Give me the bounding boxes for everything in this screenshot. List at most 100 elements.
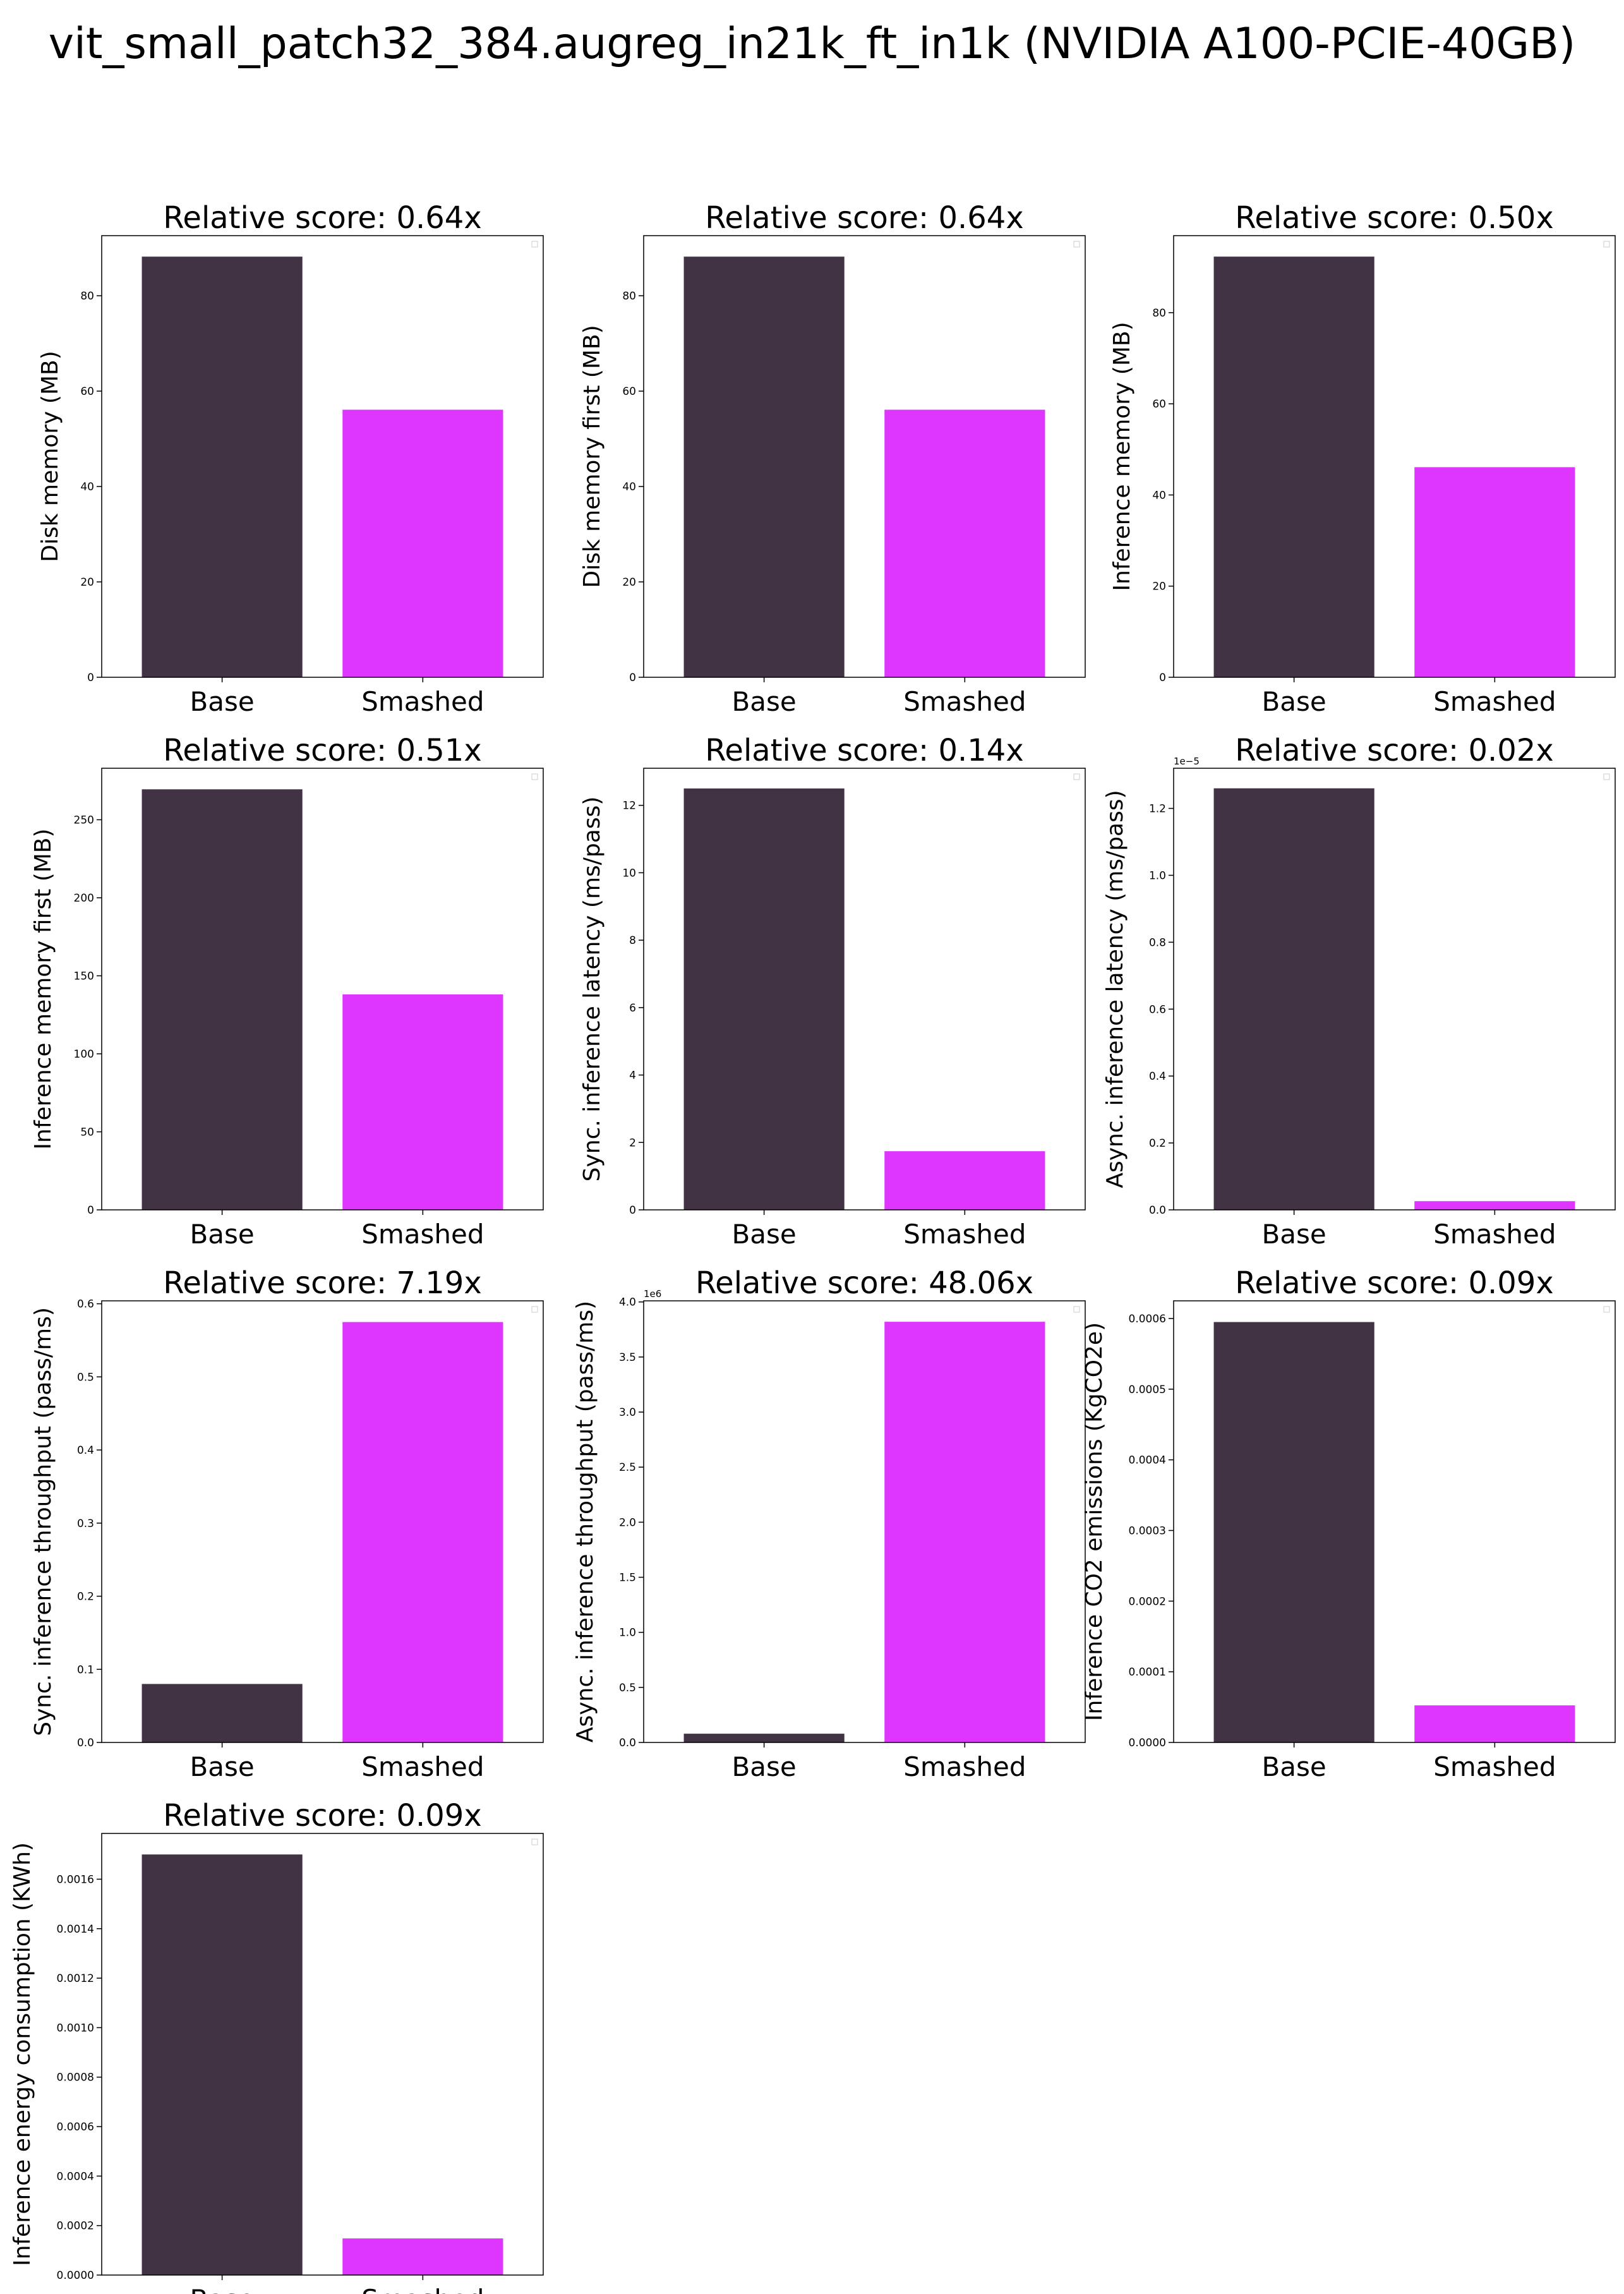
plot-frame	[101, 235, 544, 678]
y-axis-label: Async. inference latency (ms/pass)	[1102, 790, 1128, 1188]
legend-box	[531, 241, 538, 248]
y-tick-label: 0.3	[77, 1518, 94, 1530]
y-tick-label: 20	[80, 576, 94, 589]
y-tick-label: 0.0008	[57, 2072, 94, 2084]
figure-title: vit_small_patch32_384.augreg_in21k_ft_in…	[48, 19, 1576, 69]
y-tick-label: 200	[74, 892, 94, 905]
y-tick-label: 0	[87, 1204, 94, 1217]
chart-panel: Base Smashed 0.0000 0.0002 0.0004 0.0006 0.000…	[9, 1798, 544, 2294]
y-tick-label: 0.6	[1149, 1003, 1166, 1016]
chart-panel: Base Smashed 0 50 100 150 200 250 Relative score…	[30, 733, 544, 1250]
y-tick-label: 60	[80, 385, 94, 398]
chart-panel: Base Smashed 0.0 0.1 0.2 0.3 0.4 0.5 0.6 Relative…	[30, 1265, 544, 1782]
plot-frame	[1173, 235, 1616, 678]
chart-panel: Base Smashed 0 2 4 6 8 10 12 Relative score: 0.14…	[579, 733, 1086, 1250]
y-tick-label: 0.0003	[1129, 1524, 1166, 1537]
y-tick-label: 0.0005	[1129, 1384, 1166, 1396]
y-tick-label: 80	[622, 290, 636, 303]
y-tick-label: 1.0	[619, 1627, 636, 1639]
x-tick-label: Base	[189, 686, 254, 717]
bar-smashed	[342, 2238, 503, 2275]
y-tick-label: 0.0002	[57, 2220, 94, 2233]
y-tick-label: 60	[1152, 398, 1166, 411]
y-tick-label: 0.5	[619, 1682, 636, 1694]
y-tick-label: 0.1	[77, 1663, 94, 1676]
legend-box	[1603, 241, 1610, 248]
y-tick-label: 0.6	[77, 1298, 94, 1311]
legend-box	[531, 1838, 538, 1845]
y-tick-label: 0	[629, 1204, 636, 1217]
legend-box	[531, 773, 538, 780]
y-tick-label: 0.0016	[57, 1873, 94, 1886]
x-tick-label: Base	[189, 1219, 254, 1250]
y-tick-label: 40	[80, 481, 94, 493]
y-tick-label: 10	[622, 867, 636, 879]
y-tick-label: 1.0	[1149, 869, 1166, 882]
legend-box	[531, 1306, 538, 1313]
chart-title: Relative score: 0.14x	[705, 733, 1024, 768]
legend-box	[1603, 1306, 1610, 1313]
bar-base	[683, 788, 845, 1210]
y-offset-label: 1e−5	[1174, 756, 1200, 767]
x-tick-label: Smashed	[1433, 1751, 1556, 1782]
chart-panel: Base Smashed 0 20 40 60 80 Relative score: 0.64…	[579, 200, 1086, 717]
y-tick-label: 0	[1159, 672, 1166, 684]
x-tick-label: Smashed	[361, 2284, 484, 2294]
chart-panel: Base Smashed 0 20 40 60 80 Relative score: 0.50…	[1109, 200, 1616, 717]
y-tick-label: 20	[622, 576, 636, 589]
bar-base	[141, 789, 303, 1210]
y-tick-label: 0.0012	[57, 1972, 94, 1985]
plot-frame	[1173, 768, 1616, 1210]
y-tick-label: 0.8	[1149, 936, 1166, 949]
y-axis-label: Disk memory first (MB)	[579, 325, 605, 588]
plot-frame	[643, 235, 1086, 678]
x-tick-label: Smashed	[903, 686, 1026, 717]
x-tick-label: Base	[731, 1751, 796, 1782]
x-tick-label: Smashed	[903, 1751, 1026, 1782]
plot-frame	[643, 768, 1086, 1210]
y-tick-label: 0.0	[1149, 1204, 1166, 1217]
y-tick-label: 0.0014	[57, 1923, 94, 1936]
y-tick-label: 0	[87, 672, 94, 684]
y-tick-label: 150	[74, 970, 94, 983]
y-tick-label: 0.5	[77, 1371, 94, 1384]
y-tick-label: 0.0004	[1129, 1454, 1166, 1467]
x-tick-label: Smashed	[361, 686, 484, 717]
y-tick-label: 12	[622, 800, 636, 812]
bar-smashed	[884, 409, 1045, 677]
bar-base	[1213, 1322, 1374, 1742]
chart-title: Relative score: 0.02x	[1235, 733, 1554, 768]
y-axis-label: Inference memory (MB)	[1109, 322, 1135, 591]
chart-panel: Base Smashed 0 20 40 60 80 Relative score: 0.64…	[37, 200, 544, 717]
y-tick-label: 0.4	[77, 1444, 94, 1457]
x-tick-label: Smashed	[361, 1751, 484, 1782]
y-tick-label: 0.4	[1149, 1070, 1166, 1083]
y-tick-label: 20	[1152, 581, 1166, 593]
legend-box	[1073, 1306, 1080, 1313]
y-tick-label: 0	[629, 672, 636, 684]
x-tick-label: Base	[1261, 686, 1326, 717]
chart-title: Relative score: 0.64x	[163, 200, 482, 236]
bar-base	[141, 257, 303, 678]
x-tick-label: Base	[189, 2284, 254, 2294]
bar-base	[141, 1854, 303, 2275]
y-tick-label: 2.0	[619, 1516, 636, 1529]
y-tick-label: 250	[74, 814, 94, 827]
chart-title: Relative score: 0.09x	[1235, 1265, 1554, 1301]
plot-frame	[1173, 1300, 1616, 1743]
bar-smashed	[342, 1322, 503, 1742]
y-tick-label: 100	[74, 1048, 94, 1061]
y-axis-label: Inference CO2 emissions (KgCO2e)	[1081, 1322, 1107, 1721]
legend-box	[1073, 773, 1080, 780]
bar-smashed	[884, 1322, 1045, 1742]
x-tick-label: Base	[731, 1219, 796, 1250]
y-tick-label: 0.0002	[1129, 1595, 1166, 1608]
y-tick-label: 80	[1152, 307, 1166, 320]
y-tick-label: 2	[629, 1137, 636, 1149]
bar-base	[683, 257, 845, 678]
chart-panel: Base Smashed 0.0000 0.0001 0.0002 0.0003 0.000…	[1081, 1265, 1616, 1782]
chart-title: Relative score: 0.64x	[705, 200, 1024, 236]
y-tick-label: 0.0001	[1129, 1666, 1166, 1679]
y-tick-label: 1.5	[619, 1572, 636, 1585]
x-tick-label: Base	[731, 686, 796, 717]
